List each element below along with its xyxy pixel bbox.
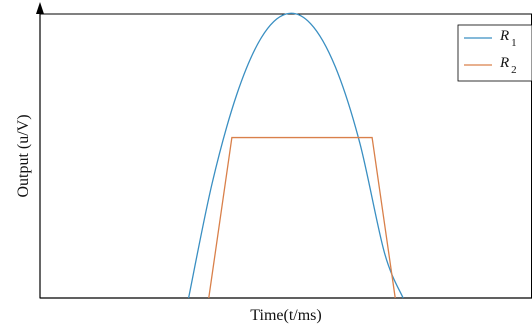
legend: R 1R 2 bbox=[457, 24, 532, 82]
legend-entries: R 1R 2 bbox=[464, 28, 517, 76]
series-group bbox=[187, 12, 404, 299]
series-line-1 bbox=[187, 12, 404, 299]
y-axis-arrow bbox=[36, 2, 44, 14]
plot-area bbox=[36, 2, 532, 299]
legend-box bbox=[457, 24, 532, 82]
y-axis-label: Output (u/V) bbox=[15, 114, 32, 197]
series-line-2 bbox=[208, 136, 396, 299]
x-axis-label: Time(t/ms) bbox=[250, 307, 321, 324]
